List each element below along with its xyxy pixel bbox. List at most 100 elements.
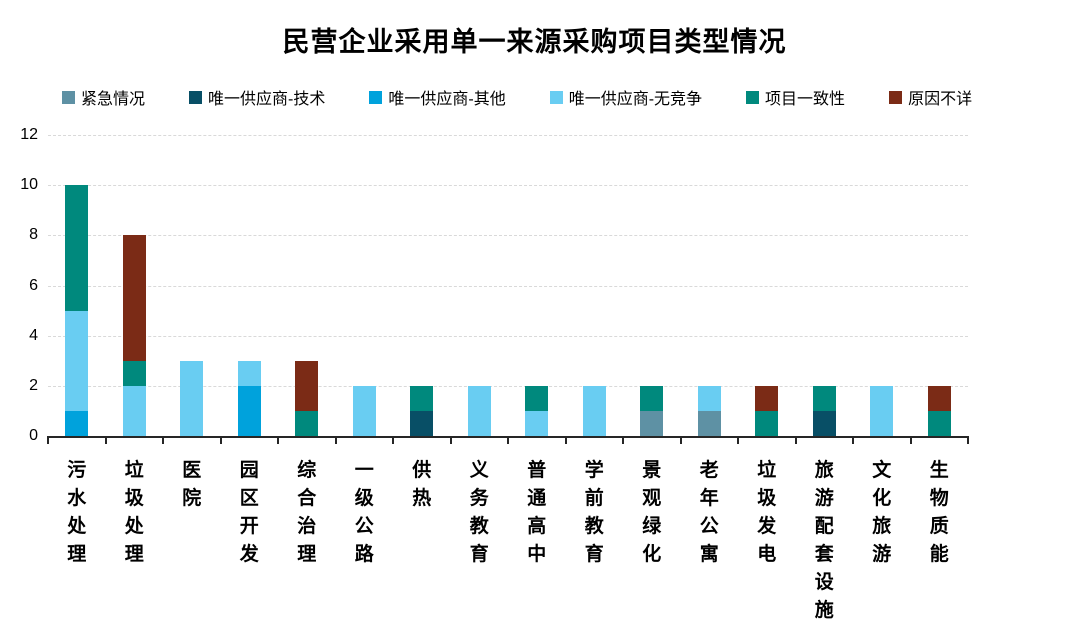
x-axis-tick [507,436,509,444]
bar [870,385,894,436]
legend-color-swatch [746,90,760,104]
x-axis-tick [564,436,567,444]
legend-color-swatch [549,90,563,104]
bar [410,385,434,436]
bar-segment [927,410,951,436]
gridline [48,135,968,136]
bar [525,385,549,436]
legend-color-swatch [889,90,903,104]
gridline [48,235,968,237]
legend-item: 紧急情况 [62,85,145,109]
bar-segment [352,385,376,436]
bar-segment [927,385,951,411]
bar-segment [697,410,721,436]
y-axis-tick-label: 8 [29,226,38,244]
gridline [48,185,968,187]
x-axis-category-label: 垃圾处理 [124,460,144,565]
x-axis-category-label: 义务教育 [469,460,489,565]
chart-title: 民营企业采用单一来源采购项目类型情况 [282,27,787,57]
bar-segment [295,410,319,436]
x-axis-tick [449,436,452,444]
x-axis-tick [737,436,739,444]
bar [812,385,836,436]
x-axis-category-label: 医院 [182,460,202,509]
bar-segment [410,385,434,411]
legend-color-swatch [369,90,383,104]
legend-item: 项目一致性 [746,85,845,109]
bar-segment [180,360,204,436]
x-axis-category-label: 老年公寓 [699,460,719,565]
bar [927,385,951,436]
bar-segment [812,410,836,436]
x-axis-tick [162,436,164,444]
y-axis-tick-label: 2 [29,376,38,394]
x-axis-tick [47,436,49,444]
x-axis-tick [909,436,912,444]
bar-segment [65,185,89,311]
bar-segment [697,385,721,411]
legend-color-swatch [62,90,75,104]
x-axis-tick [679,436,682,444]
bar-segment [65,310,89,411]
gridline [48,335,968,337]
x-axis-tick [392,436,394,444]
x-axis-tick [219,436,222,444]
legend-label: 紧急情况 [81,91,146,108]
bar [582,385,606,436]
x-axis-tick [277,436,279,444]
x-axis-category-label: 学前教育 [584,460,604,565]
gridline [48,385,968,387]
x-axis-category-label: 普通高中 [527,460,547,565]
legend-item: 唯一供应商-技术 [189,85,325,109]
y-axis-tick-label: 12 [20,126,38,143]
bar-segment [122,385,146,436]
x-axis-category-label: 文化旅游 [872,460,892,565]
bar-segment [525,385,549,411]
x-axis-category-label: 景观绿化 [642,460,662,565]
bar-segment [640,385,664,411]
legend-color-swatch [189,90,203,104]
bar-segment [122,360,146,386]
legend-label: 项目一致性 [765,91,846,108]
legend-item: 唯一供应商-无竞争 [549,85,703,109]
y-axis-tick-label: 6 [29,276,38,294]
bar-segment [295,360,319,411]
bar [467,385,491,436]
bar-segment [870,385,894,436]
legend-label: 唯一供应商-技术 [208,91,326,108]
x-axis-category-label: 旅游配套设施 [814,460,834,621]
x-axis-tick [967,436,969,444]
bar [755,385,779,436]
x-axis-category-label: 园区开发 [239,460,259,565]
legend: 紧急情况 唯一供应商-技术 唯一供应商-其他 唯一供应商-无竞争 项目一致性 原因不详 [62,85,1049,109]
x-axis-category-label: 污水处理 [67,460,87,565]
x-axis-category-label: 生物质能 [929,460,949,565]
x-axis-tick [104,436,107,444]
plot-area [47,135,969,444]
legend-label: 原因不详 [908,91,973,108]
y-axis-tick-label: 10 [20,176,38,194]
bar [697,385,721,436]
bar-segment [525,410,549,436]
x-axis-tick [622,436,624,444]
bar-segment [582,385,606,436]
bar-segment [237,360,261,386]
bar [237,360,261,436]
bar [65,185,89,436]
x-axis-category-label: 综合治理 [297,460,317,565]
y-axis-tick-label: 4 [29,326,38,344]
gridline [48,285,968,287]
legend-item: 原因不详 [889,85,972,109]
x-axis-tick [794,436,797,444]
legend-item: 唯一供应商-其他 [369,85,506,109]
legend-label: 唯一供应商-无竞争 [568,91,703,108]
y-axis-tick-label: 0 [29,427,38,444]
legend-label: 唯一供应商-其他 [388,91,506,108]
x-axis-category-label: 供热 [412,460,432,509]
x-axis-tick [852,436,854,444]
bar-segment [237,385,261,436]
bar [352,385,376,436]
bar [180,360,204,436]
bar [122,235,146,436]
